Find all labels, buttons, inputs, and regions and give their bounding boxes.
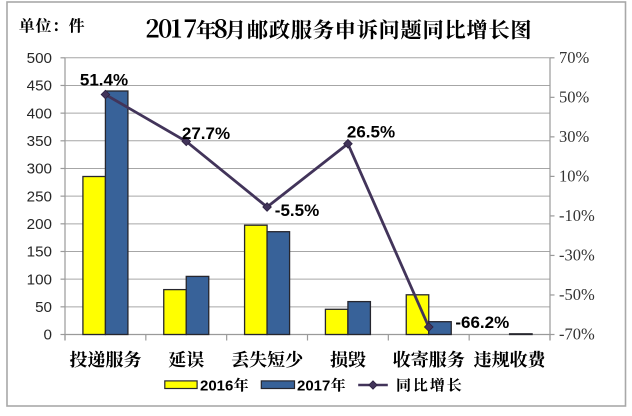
svg-text:-10%: -10% — [559, 206, 595, 225]
svg-text:300: 300 — [27, 161, 52, 178]
svg-text:200: 200 — [27, 216, 52, 233]
svg-text:100: 100 — [27, 271, 52, 288]
svg-text:50: 50 — [35, 299, 52, 316]
svg-text:400: 400 — [27, 105, 52, 122]
svg-text:-30%: -30% — [559, 246, 595, 265]
svg-text:2017: 2017 — [297, 378, 330, 395]
svg-text:27.7%: 27.7% — [182, 124, 230, 143]
svg-text:51.4%: 51.4% — [80, 71, 128, 90]
svg-text:-5.5%: -5.5% — [275, 201, 319, 220]
svg-text:0: 0 — [44, 327, 52, 344]
svg-text:250: 250 — [27, 188, 52, 205]
svg-text:-50%: -50% — [559, 285, 595, 304]
svg-text:26.5%: 26.5% — [347, 123, 395, 142]
svg-text:-70%: -70% — [559, 325, 595, 344]
svg-text:-66.2%: -66.2% — [455, 313, 509, 332]
svg-text:150: 150 — [27, 244, 52, 261]
svg-text:50%: 50% — [559, 88, 590, 107]
svg-text:500: 500 — [27, 50, 52, 67]
svg-text:70%: 70% — [559, 48, 590, 67]
svg-text:350: 350 — [27, 133, 52, 150]
svg-text:2016: 2016 — [200, 378, 233, 395]
svg-text:30%: 30% — [559, 127, 590, 146]
svg-text:450: 450 — [27, 78, 52, 95]
svg-text:10%: 10% — [559, 167, 590, 186]
